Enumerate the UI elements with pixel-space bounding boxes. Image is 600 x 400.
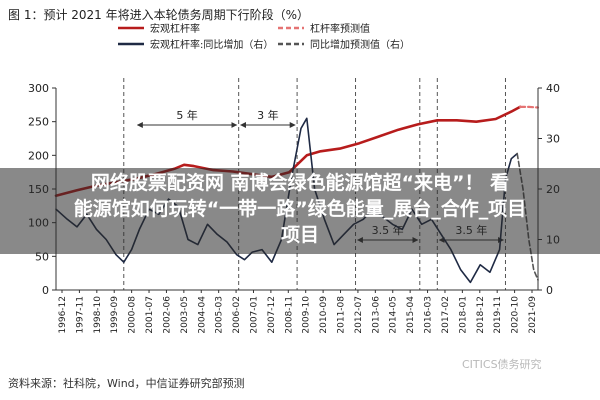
overlay-banner (0, 168, 600, 254)
legend-label: 宏观杠杆率 (150, 22, 200, 35)
x-tick-label: 2017-02 (441, 296, 451, 334)
x-tick-label: 2011-08 (337, 296, 347, 334)
x-tick-label: 2015-04 (406, 296, 416, 334)
right-tick-label: 0 (546, 284, 553, 297)
period-label: 5 年 (176, 108, 198, 122)
period-label: 3 年 (257, 108, 279, 122)
x-tick-label: 1999-09 (110, 296, 120, 334)
x-tick-label: 2012-07 (354, 296, 364, 334)
watermark: CITICS债务研究 (462, 358, 542, 371)
x-tick-label: 2005-03 (215, 296, 225, 334)
x-tick-label: 2013-06 (371, 296, 381, 334)
legend-label: 同比增加预测值（右） (310, 38, 410, 51)
x-tick-label: 2014-05 (389, 296, 399, 334)
x-tick-label: 2009-10 (302, 296, 312, 334)
left-tick-label: 300 (28, 82, 49, 95)
x-tick-label: 2007-01 (249, 296, 259, 334)
source-note: 资料来源：社科院，Wind，中信证券研究部预测 (8, 377, 245, 390)
x-tick-label: 2002-06 (162, 296, 172, 334)
x-tick-label: 2010-09 (319, 296, 329, 334)
legend-label: 杠杆率预测值 (310, 22, 370, 35)
overlay-line-2: 能源馆如何玩转“一带一路”绿色能量_展台_合作_项目 (73, 198, 527, 220)
x-tick-label: 2018-01 (458, 296, 468, 334)
x-tick-label: 1998-10 (93, 296, 103, 334)
right-tick-label: 40 (546, 82, 560, 95)
right-tick-label: 30 (546, 133, 560, 146)
left-tick-label: 200 (28, 149, 49, 162)
left-tick-label: 0 (42, 284, 49, 297)
overlay-line-1: 网络股票配资网 南博会绿色能源馆超“来电”！ 看 (90, 172, 510, 194)
x-tick-label: 2006-02 (232, 296, 242, 334)
x-tick-label: 2018-12 (476, 296, 486, 334)
x-tick-label: 2007-12 (267, 296, 277, 334)
x-tick-label: 2008-11 (284, 296, 294, 334)
x-tick-label: 1997-11 (75, 296, 85, 334)
x-tick-label: 2019-11 (493, 296, 503, 334)
left-tick-label: 250 (28, 116, 49, 129)
overlay-line-3: 项目 (280, 224, 319, 246)
x-tick-label: 2021-09 (528, 296, 538, 334)
overlay-text: 网络股票配资网 南博会绿色能源馆超“来电”！ 看 能源馆如何玩转“一带一路”绿色… (0, 170, 600, 248)
x-tick-label: 2004-04 (197, 296, 207, 334)
x-tick-label: 2016-03 (424, 296, 434, 334)
legend-label: 宏观杠杆率:同比增加（右） (150, 38, 273, 51)
x-tick-label: 2020-10 (511, 296, 521, 334)
chart-axes: 0501001502002503000102030401996-121997-1… (28, 82, 560, 334)
x-tick-label: 2003-05 (180, 296, 190, 334)
series-line (519, 105, 540, 109)
x-tick-label: 2000-08 (128, 296, 138, 334)
x-tick-label: 2001-07 (145, 296, 155, 334)
x-tick-label: 1996-12 (58, 296, 68, 334)
figure-title: 图 1：预计 2021 年将进入本轮债务周期下行阶段（%） (8, 8, 310, 22)
